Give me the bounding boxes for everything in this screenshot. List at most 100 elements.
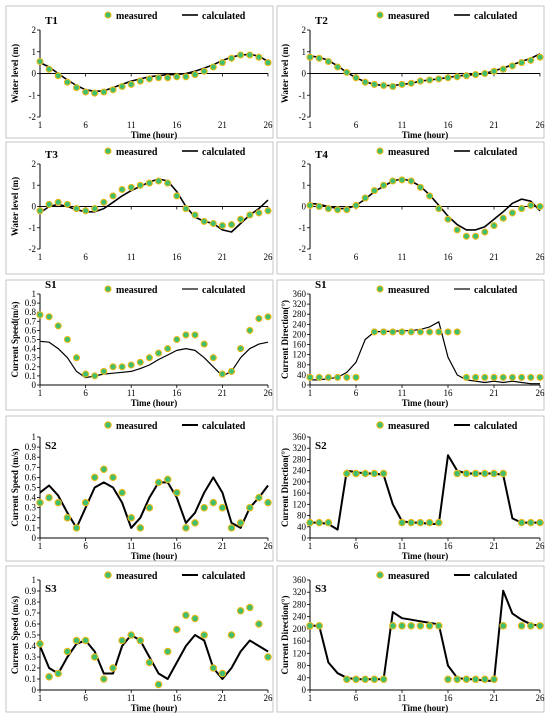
legend: measured calculated — [104, 11, 246, 22]
data-point-measured — [72, 205, 81, 213]
y-tick-label: 0.8 — [25, 452, 37, 462]
legend: measured calculated — [376, 421, 518, 432]
x-tick-label: 11 — [398, 252, 407, 262]
data-point-measured — [444, 675, 452, 684]
data-point-measured — [63, 514, 72, 522]
data-point-measured — [200, 503, 208, 512]
y-tick-label: 0.3 — [25, 353, 37, 363]
panel-frame-4 — [276, 141, 545, 275]
y-tick-label: 0.5 — [25, 483, 37, 493]
x-tick-label: 1 — [308, 541, 313, 551]
x-tick-label: 1 — [38, 120, 43, 130]
y-tick-label: 2 — [302, 25, 307, 35]
y-tick-label: 40 — [297, 370, 307, 380]
data-point-measured — [370, 187, 378, 195]
data-point-measured — [352, 373, 360, 381]
data-point-measured — [191, 331, 199, 339]
data-point-measured — [472, 232, 480, 240]
data-point-measured — [81, 498, 90, 507]
data-point-measured — [118, 82, 126, 91]
data-point-measured — [227, 221, 236, 229]
x-tick-label: 6 — [83, 541, 88, 551]
y-tick-label: 1 — [302, 180, 307, 190]
y-tick-label: 120 — [293, 499, 307, 509]
y-tick-label: 0.6 — [25, 472, 37, 482]
data-point-measured — [218, 370, 226, 378]
data-point-measured — [100, 198, 108, 206]
x-tick-label: 21 — [490, 541, 499, 551]
x-tick-label: 1 — [38, 541, 43, 551]
panel-frame-3 — [5, 141, 274, 275]
legend: measured calculated — [104, 421, 246, 432]
panel-label: S2 — [315, 440, 327, 452]
y-tick-label: 240 — [293, 319, 307, 329]
legend-measured-label: measured — [116, 147, 158, 158]
data-point-measured — [191, 71, 199, 79]
panel-frame-1 — [5, 5, 274, 139]
data-point-measured — [237, 51, 245, 59]
data-point-measured — [518, 205, 526, 213]
data-point-measured — [72, 84, 81, 92]
data-point-measured — [127, 361, 135, 369]
data-point-measured — [118, 636, 126, 645]
panel-label: S3 — [45, 583, 57, 595]
data-point-measured — [109, 473, 117, 482]
y-tick-label: 0.4 — [25, 493, 37, 503]
data-point-measured — [227, 524, 236, 532]
legend: measured calculated — [376, 11, 518, 22]
y-tick-label: 2 — [32, 25, 37, 35]
x-tick-label: 26 — [264, 388, 274, 398]
data-point-measured — [306, 622, 314, 630]
x-axis-label: Time (hour) — [131, 130, 178, 140]
y-tick-label: 200 — [293, 329, 307, 339]
series-calculated-line — [310, 589, 541, 682]
y-tick-label: 0.3 — [25, 503, 37, 513]
y-tick-label: 0.6 — [25, 325, 37, 335]
x-tick-label: 16 — [444, 252, 454, 262]
legend: measured calculated — [376, 147, 518, 158]
data-point-measured — [264, 498, 272, 507]
y-tick-label: 1 — [32, 47, 37, 57]
legend: measured calculated — [376, 571, 518, 582]
panel-label: S3 — [315, 583, 327, 595]
data-point-measured — [315, 373, 323, 381]
data-point-measured — [508, 373, 516, 381]
data-point-measured — [154, 478, 163, 487]
data-point-measured — [91, 205, 99, 213]
y-tick-label: 0 — [32, 685, 37, 695]
data-point-measured — [72, 524, 81, 532]
legend-calculated-label: calculated — [202, 421, 246, 432]
data-point-measured — [334, 63, 342, 71]
panel-label: T1 — [45, 15, 58, 27]
data-point-measured — [264, 653, 272, 661]
x-tick-label: 11 — [127, 693, 136, 703]
data-point-measured — [370, 675, 379, 684]
legend-calculated-label: calculated — [474, 11, 518, 22]
data-point-measured — [389, 328, 397, 336]
data-point-measured — [472, 373, 480, 381]
y-tick-label: -1 — [29, 223, 37, 233]
x-tick-label: 26 — [536, 252, 546, 262]
legend-measured-marker — [104, 285, 112, 293]
data-point-measured — [352, 74, 360, 82]
data-point-measured — [343, 675, 351, 684]
y-tick-label: 0.7 — [25, 608, 37, 618]
data-point-measured — [45, 200, 53, 208]
data-point-measured — [63, 335, 71, 344]
y-tick-label: 0.6 — [25, 619, 37, 629]
panel-label: T4 — [315, 149, 328, 161]
x-tick-label: 21 — [490, 693, 499, 703]
data-point-measured — [72, 636, 81, 645]
y-axis-label: Current Speed(m/s) — [10, 301, 20, 377]
x-tick-label: 16 — [172, 541, 182, 551]
y-tick-label: 0.2 — [25, 362, 36, 372]
data-point-measured — [209, 219, 217, 228]
data-point-measured — [471, 469, 480, 478]
legend-calculated-label: calculated — [202, 11, 246, 22]
x-tick-label: 21 — [218, 388, 227, 398]
y-tick-label: 360 — [293, 432, 307, 442]
legend-calculated-label: calculated — [474, 285, 518, 296]
